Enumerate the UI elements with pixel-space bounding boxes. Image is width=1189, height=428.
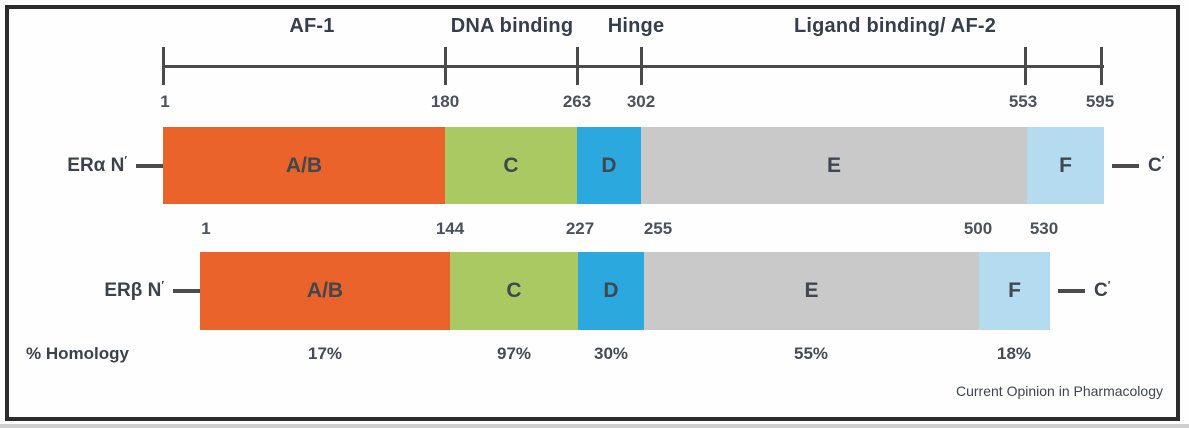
er-beta-n-terminus-label: ERβ N′ <box>104 252 200 330</box>
er-alpha-boundary-number: 180 <box>430 92 460 111</box>
homology-value-d: 30% <box>593 344 629 363</box>
er-beta-domain-f: F <box>979 252 1050 330</box>
ruler-tick <box>444 47 447 85</box>
er-alpha-c-terminus-label: C′ <box>1112 127 1164 204</box>
domain-letter: D <box>601 153 617 177</box>
homology-value-ab: 17% <box>307 344 343 363</box>
ruler-tick <box>162 47 165 85</box>
domain-letter: A/B <box>285 153 323 177</box>
domain-letter: E <box>826 153 841 177</box>
er-alpha-domain-d: D <box>577 127 641 204</box>
screenshot-bottom-edge <box>0 424 1189 428</box>
er-alpha-n-terminus-label: ERα N′ <box>67 127 163 204</box>
region-label-af1: AF-1 <box>289 15 335 37</box>
domain-letter: F <box>1008 279 1021 302</box>
region-label-ligand-binding-af2: Ligand binding/ AF-2 <box>793 15 997 37</box>
er-alpha-name: ERα N′ <box>67 154 127 176</box>
connector-dash <box>173 289 200 293</box>
er-beta-boundary-number: 1 <box>201 219 211 238</box>
er-alpha-boundary-number: 553 <box>1008 92 1038 111</box>
homology-value-f: 18% <box>996 344 1032 363</box>
ruler-tick <box>1024 47 1027 85</box>
ruler-tick <box>640 47 643 85</box>
connector-dash <box>136 163 163 168</box>
connector-dash <box>1058 289 1085 293</box>
er-alpha-boundary-number: 595 <box>1085 92 1115 111</box>
homology-row-label: % Homology <box>26 344 129 363</box>
er-alpha-c-terminus: C′ <box>1148 154 1165 176</box>
er-beta-boundary-number: 500 <box>963 219 993 238</box>
er-beta-boundary-number: 227 <box>565 219 595 238</box>
domain-letter: C <box>506 279 522 302</box>
er-beta-boundary-number: 255 <box>643 219 673 238</box>
er-beta-c-terminus-label: C′ <box>1058 252 1110 330</box>
ruler-tick <box>576 47 579 85</box>
domain-letter: A/B <box>306 279 344 302</box>
er-alpha-boundary-number: 1 <box>160 92 170 111</box>
region-label-hinge: Hinge <box>607 15 665 37</box>
er-beta-boundary-number: 144 <box>435 219 465 238</box>
er-beta-name: ERβ N′ <box>104 279 164 301</box>
er-alpha-boundary-number: 302 <box>626 92 656 111</box>
er-alpha-domain-f: F <box>1027 127 1104 204</box>
er-alpha-bar: A/B C D E F <box>163 127 1104 204</box>
er-alpha-domain-ab: A/B <box>163 127 445 204</box>
journal-caption: Current Opinion in Pharmacology <box>956 383 1163 399</box>
domain-letter: C <box>503 153 519 177</box>
er-beta-c-terminus: C′ <box>1094 279 1111 301</box>
er-beta-bar: A/B C D E F <box>200 252 1050 330</box>
region-label-dna-binding: DNA binding <box>450 15 574 37</box>
ruler-tick <box>1100 47 1103 85</box>
er-beta-domain-ab: A/B <box>200 252 450 330</box>
domain-letter: E <box>804 279 819 302</box>
er-beta-boundary-number: 530 <box>1029 219 1059 238</box>
domain-letter: D <box>603 279 619 302</box>
er-alpha-domain-c: C <box>445 127 577 204</box>
er-beta-domain-d: D <box>578 252 644 330</box>
connector-dash <box>1112 163 1139 168</box>
er-alpha-boundary-number: 263 <box>562 92 592 111</box>
er-beta-domain-e: E <box>644 252 979 330</box>
er-beta-domain-c: C <box>450 252 578 330</box>
figure-border <box>5 5 1180 421</box>
homology-value-c: 97% <box>496 344 532 363</box>
ruler-line <box>163 65 1104 68</box>
homology-value-e: 55% <box>793 344 829 363</box>
er-alpha-domain-e: E <box>641 127 1027 204</box>
domain-letter: F <box>1059 153 1072 177</box>
